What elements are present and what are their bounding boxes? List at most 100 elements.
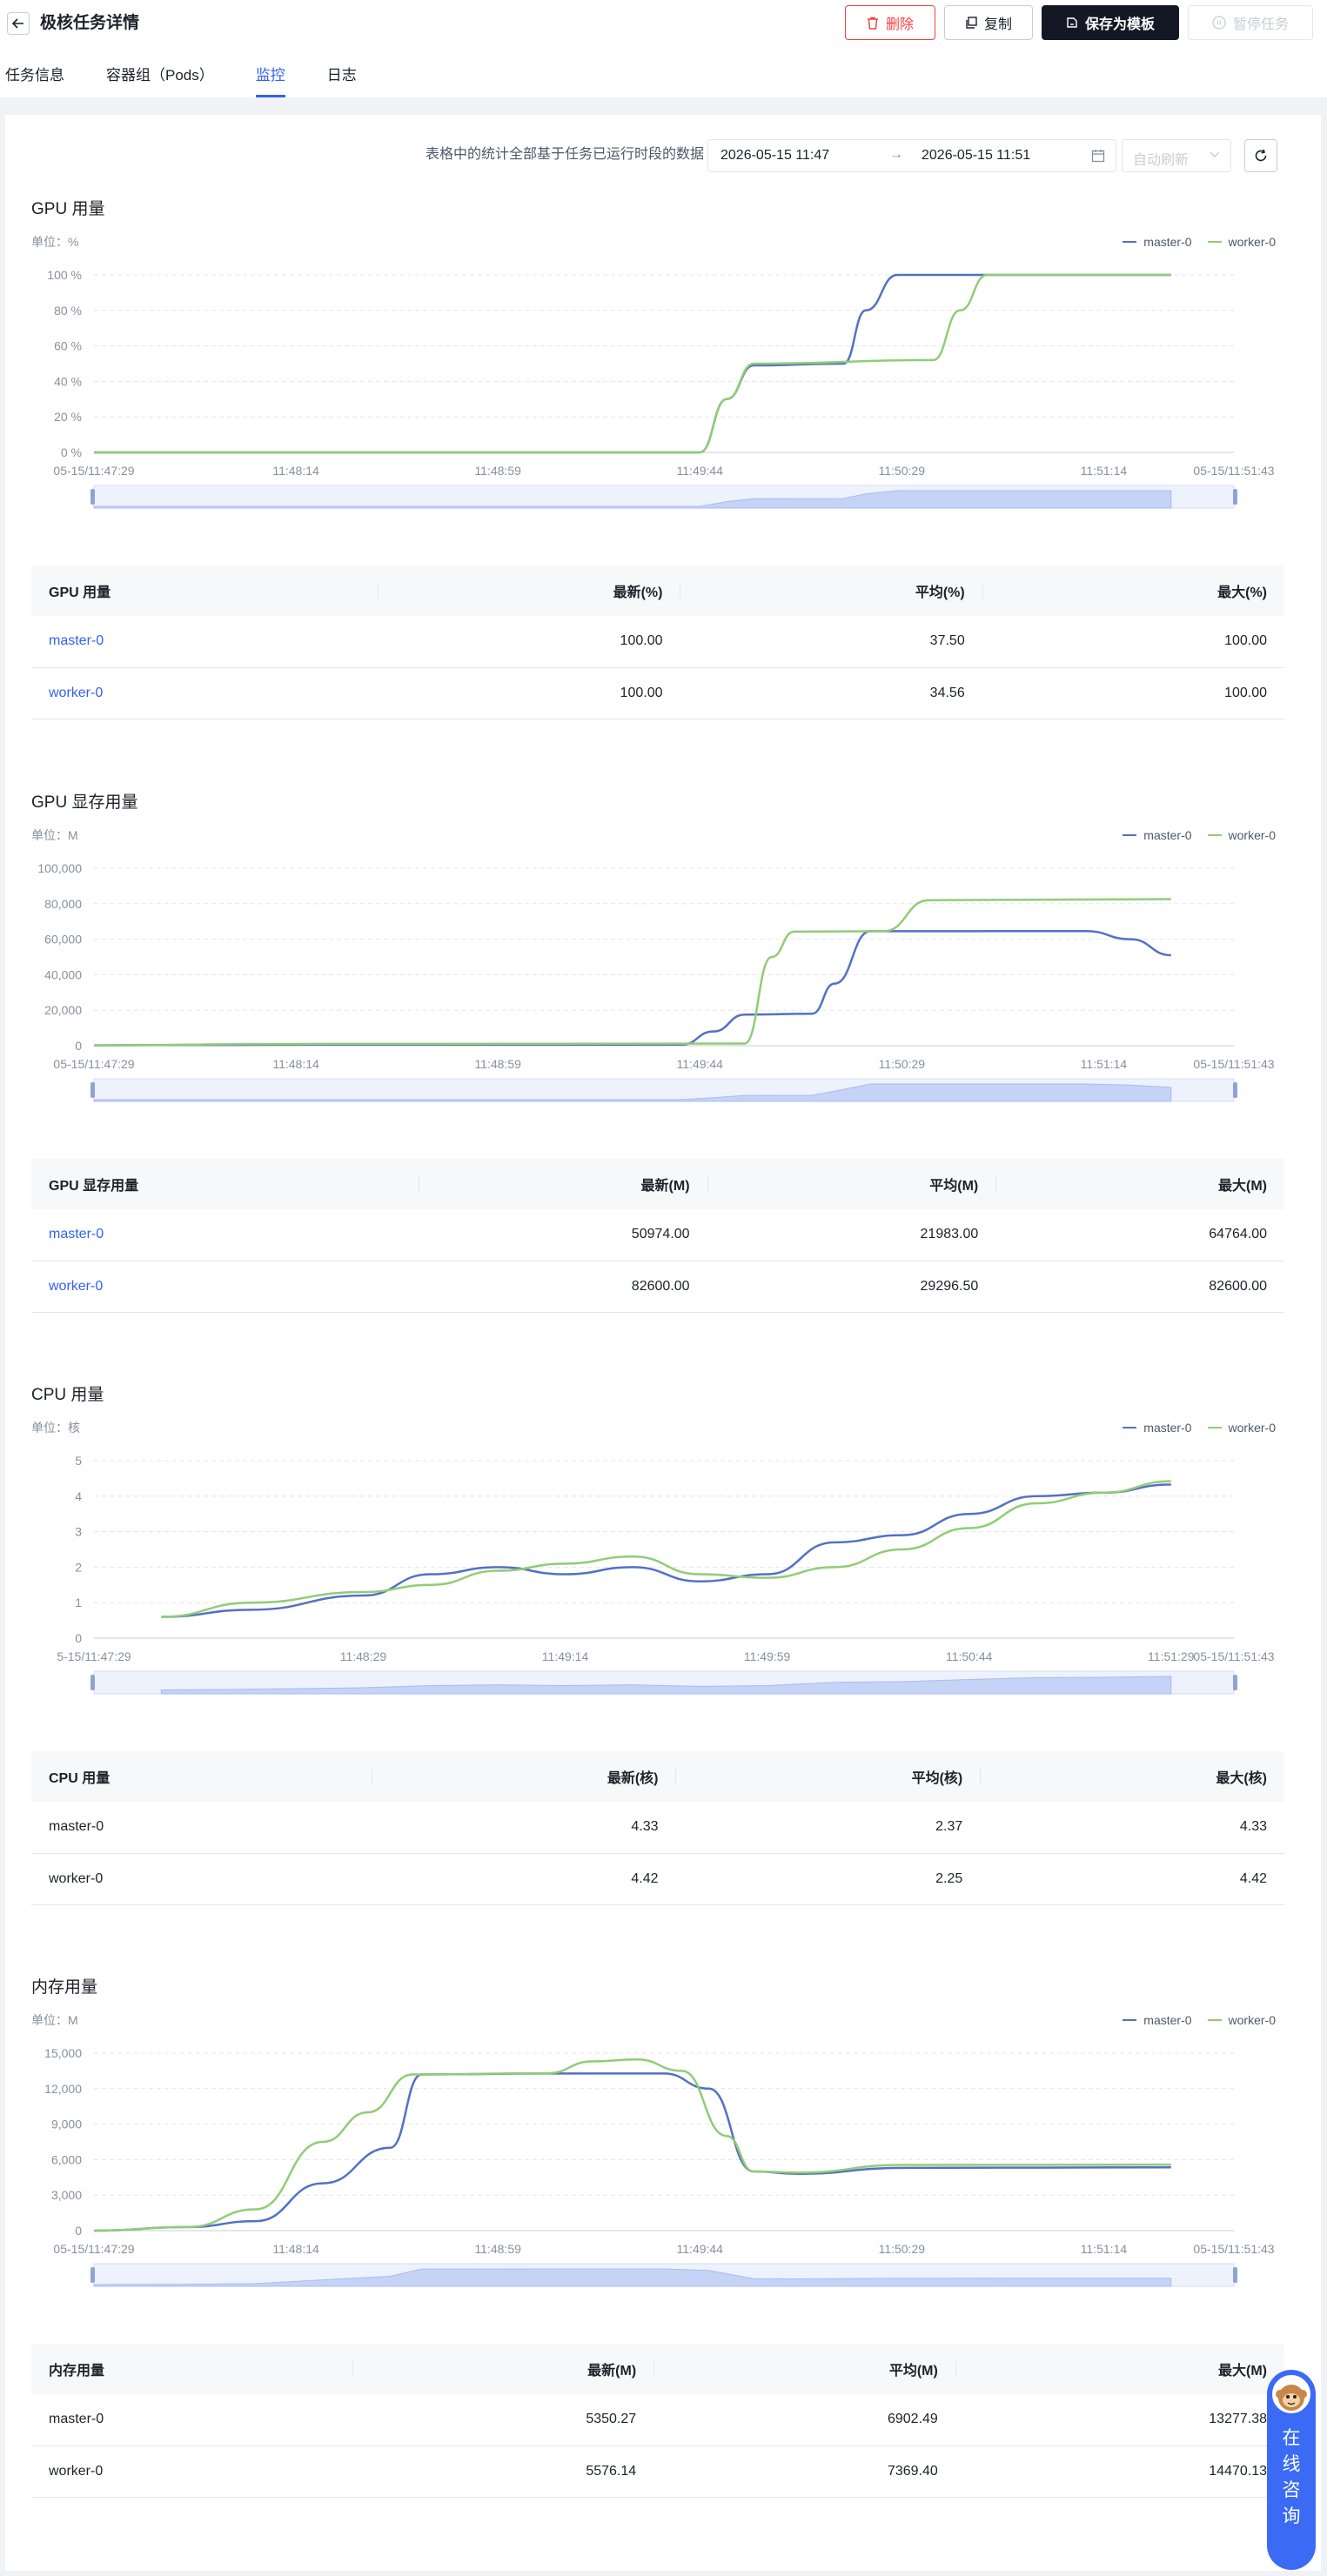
- series-line-master-0[interactable]: [161, 1483, 1171, 1618]
- x-tick-label: 05-15/11:51:43: [1193, 2242, 1274, 2256]
- time-range-picker[interactable]: 2026-05-15 11:47 → 2026-05-15 11:51: [707, 139, 1116, 172]
- tab-monitoring[interactable]: 监控: [255, 54, 285, 97]
- zoom-handle-right[interactable]: [1233, 1082, 1237, 1098]
- legend-item-worker[interactable]: worker-0: [1207, 1421, 1276, 1435]
- x-tick-label: 11:48:59: [474, 2242, 521, 2256]
- x-tick-label: 11:48:59: [474, 1057, 521, 1071]
- max-value: 100.00: [982, 667, 1284, 719]
- zoom-handle-left[interactable]: [90, 489, 95, 505]
- zoom-handle-right[interactable]: [1233, 489, 1237, 505]
- series-line-worker-0[interactable]: [93, 898, 1171, 1047]
- avg-value: 34.56: [680, 667, 982, 719]
- section-title: 内存用量: [31, 1978, 98, 1997]
- y-tick-label: 0 %: [61, 445, 82, 459]
- series-line-worker-0[interactable]: [93, 273, 1171, 454]
- save-template-label: 保存为模板: [1084, 17, 1155, 32]
- range-end-input[interactable]: 2026-05-15 11:51: [922, 148, 1031, 163]
- legend-item-master[interactable]: master-0: [1123, 828, 1192, 842]
- legend-item-master[interactable]: master-0: [1123, 235, 1192, 249]
- page-title: 极核任务详情: [40, 14, 140, 32]
- pod-name: worker-0: [31, 2446, 352, 2498]
- max-value: 64764.00: [995, 1209, 1284, 1261]
- copy-label: 复制: [983, 17, 1012, 32]
- tab-logs[interactable]: 日志: [326, 67, 357, 84]
- pod-link[interactable]: worker-0: [49, 685, 104, 700]
- copy-button[interactable]: 复制: [944, 5, 1033, 40]
- range-start-input[interactable]: 2026-05-15 11:47: [720, 148, 830, 163]
- column-header: 最大(%): [982, 565, 1284, 616]
- x-tick-label: 05-15/11:47:29: [53, 1057, 134, 1071]
- legend-item-worker[interactable]: worker-0: [1207, 235, 1276, 249]
- y-tick-label: 0: [75, 2224, 82, 2238]
- x-tick-label: 11:48:14: [272, 2242, 319, 2256]
- table-row: master-0 4.33 2.37 4.33: [31, 1802, 1284, 1854]
- latest-value: 100.00: [378, 616, 680, 668]
- series-line-master-0[interactable]: [93, 929, 1171, 1047]
- y-tick-label: 20 %: [54, 410, 82, 424]
- section-title: CPU 用量: [31, 1386, 104, 1404]
- action-bar: 删除 复制 保存为模板 暂停任务: [845, 5, 1313, 40]
- x-tick-label: 11:48:14: [272, 1057, 319, 1071]
- cpu-usage-section: CPU 用量 单位：核 master-0 worker-0 0 1 2 3 4 5 5-15…: [5, 1384, 1321, 1950]
- max-value: 4.42: [980, 1853, 1284, 1905]
- column-header: 最新(M): [418, 1159, 707, 1209]
- refresh-button[interactable]: [1244, 139, 1277, 172]
- pod-link[interactable]: master-0: [49, 1227, 104, 1242]
- gpu-usage-stats-table: GPU 用量 最新(%) 平均(%) 最大(%) master-0 100.00…: [31, 565, 1284, 719]
- legend-item-worker[interactable]: worker-0: [1207, 828, 1276, 842]
- save-template-button[interactable]: 保存为模板: [1042, 5, 1179, 40]
- legend-item-worker[interactable]: worker-0: [1207, 2013, 1276, 2027]
- y-tick-label: 100,000: [37, 861, 82, 875]
- tab-pods[interactable]: 容器组（Pods）: [106, 67, 214, 84]
- zoom-handle-right[interactable]: [1233, 2267, 1237, 2283]
- latest-value: 5576.14: [352, 2446, 654, 2498]
- chevron-down-icon: [1210, 151, 1220, 157]
- unit-label: 单位：%: [31, 235, 79, 249]
- legend-item-master[interactable]: master-0: [1123, 2013, 1192, 2027]
- column-header: 平均(M): [653, 2344, 955, 2394]
- x-tick-label: 05-15/11:47:29: [53, 2242, 134, 2256]
- pod-link[interactable]: worker-0: [49, 1278, 104, 1294]
- auto-refresh-select[interactable]: 自动刷新: [1122, 139, 1231, 172]
- zoom-handle-left[interactable]: [90, 1082, 95, 1098]
- memory-chart: 0 3,000 6,000 9,000 12,000 15,000 05-15/11:47:…: [44, 2046, 1275, 2287]
- cpu-usage-stats-table: CPU 用量 最新(核) 平均(核) 最大(核) master-0 4.33 2…: [31, 1751, 1284, 1905]
- online-consult-button[interactable]: 在线咨询: [1267, 2370, 1316, 2570]
- gpu-memory-section: GPU 显存用量 单位：M master-0 worker-0 0 20,000 4…: [5, 792, 1321, 1357]
- memory-stats-table: 内存用量 最新(M) 平均(M) 最大(M) master-0 5350.27 …: [31, 2344, 1284, 2498]
- table-row: worker-0 100.00 34.56 100.00: [31, 667, 1284, 719]
- y-tick-label: 60,000: [44, 933, 82, 947]
- series-line-worker-0[interactable]: [93, 2057, 1171, 2232]
- pod-link[interactable]: master-0: [49, 633, 104, 649]
- column-header: CPU 用量: [31, 1751, 372, 1802]
- pod-name: master-0: [31, 2394, 352, 2446]
- zoom-handle-left[interactable]: [90, 1675, 95, 1690]
- tab-task-info[interactable]: 任务信息: [5, 67, 64, 84]
- chart-legend: master-0 worker-0: [1123, 828, 1276, 842]
- consult-label: 在线咨询: [1282, 2428, 1301, 2526]
- series-line-worker-0[interactable]: [161, 1480, 1171, 1618]
- delete-button[interactable]: 删除: [845, 5, 935, 40]
- zoom-slider-preview: [93, 2268, 1172, 2287]
- zoom-handle-right[interactable]: [1233, 1675, 1237, 1690]
- x-tick-label: 5-15/11:47:29: [57, 1649, 131, 1663]
- y-tick-label: 6,000: [51, 2152, 82, 2166]
- y-tick-label: 4: [75, 1489, 82, 1503]
- pod-name: worker-0: [31, 1853, 372, 1905]
- x-tick-label: 11:51:14: [1081, 1057, 1128, 1071]
- series-line-master-0[interactable]: [93, 2072, 1171, 2232]
- legend-item-master[interactable]: master-0: [1123, 1421, 1192, 1435]
- column-header: 内存用量: [31, 2344, 352, 2394]
- avg-value: 2.25: [675, 1853, 981, 1905]
- back-button[interactable]: [7, 12, 30, 35]
- gpu-usage-chart: 0 % 20 % 40 % 60 % 80 % 100 % 05-15/11:47:29 11…: [47, 268, 1275, 509]
- x-tick-label: 11:51:29: [1148, 1649, 1195, 1663]
- tab-bar: 任务信息 容器组（Pods） 监控 日志: [5, 54, 399, 97]
- series-line-master-0[interactable]: [93, 273, 1171, 454]
- table-row: worker-0 4.42 2.25 4.42: [31, 1853, 1284, 1905]
- x-tick-label: 11:51:14: [1081, 464, 1128, 478]
- x-tick-label: 11:50:29: [879, 464, 926, 478]
- y-tick-label: 5: [75, 1454, 82, 1468]
- zoom-handle-left[interactable]: [90, 2267, 95, 2283]
- pause-task-button[interactable]: 暂停任务: [1188, 5, 1313, 40]
